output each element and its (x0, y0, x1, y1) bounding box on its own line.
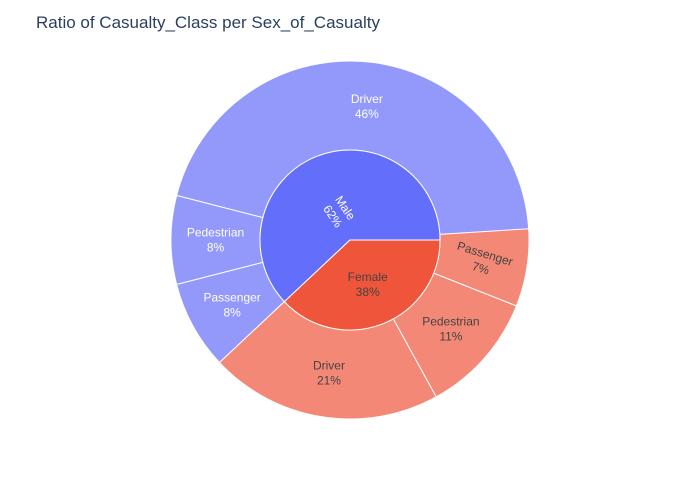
outer-label-female-driver: Driver 21% (313, 358, 345, 387)
outer-label-female-pedestrian: Pedestrian 11% (422, 314, 479, 343)
inner-ring (259, 149, 441, 331)
outer-label-male-passenger: Passenger 8% (203, 290, 260, 319)
outer-label-male-driver: Driver 46% (351, 92, 383, 121)
outer-ring (170, 60, 530, 420)
segment-labels: Male62%Female 38%Driver 46%Pedestrian 8%Pas… (187, 92, 515, 387)
inner-segment-female (283, 239, 441, 331)
chart-title: Ratio of Casualty_Class per Sex_of_Casua… (36, 13, 380, 32)
inner-segment-male (259, 149, 441, 303)
inner-label-female: Female 38% (348, 270, 388, 299)
outer-label-male-pedestrian: Pedestrian 8% (187, 226, 244, 255)
